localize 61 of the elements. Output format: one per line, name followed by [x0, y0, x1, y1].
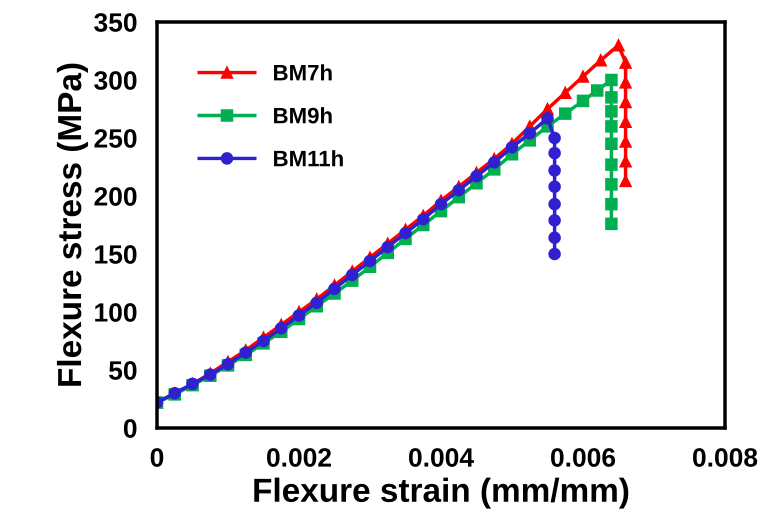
- x-tick-label: 0.002: [267, 448, 331, 467]
- point: [452, 184, 465, 196]
- point: [559, 107, 572, 120]
- point: [399, 226, 412, 240]
- point: [240, 346, 252, 359]
- point: [310, 296, 323, 309]
- y-tick-label: 300: [94, 71, 136, 90]
- point: [292, 309, 306, 322]
- y-axis-title: Flexure stress (MPa): [56, 64, 88, 386]
- point: [548, 232, 561, 244]
- point: [524, 127, 536, 140]
- point: [605, 198, 618, 210]
- point: [506, 141, 518, 154]
- point: [576, 70, 590, 83]
- point: [548, 180, 561, 193]
- point: [346, 268, 358, 282]
- point: [594, 54, 607, 67]
- point: [275, 322, 288, 334]
- point: [619, 56, 632, 69]
- legend-label: BM7h: [274, 64, 332, 80]
- point: [605, 120, 618, 133]
- point: [605, 158, 618, 171]
- x-axis-title: Flexure strain (mm/mm): [254, 478, 628, 509]
- x-tick-label: 0.004: [409, 448, 474, 467]
- legend-label: BM9h: [274, 107, 332, 124]
- y-tick-label: 150: [95, 245, 136, 264]
- point: [548, 146, 561, 160]
- legend-label: BM11h: [274, 150, 343, 166]
- x-tick-label: 0.008: [693, 448, 758, 467]
- y-tick-label: 250: [94, 129, 136, 148]
- point: [605, 91, 618, 104]
- point: [541, 112, 554, 125]
- point: [434, 198, 448, 210]
- point: [548, 214, 561, 227]
- point: [548, 164, 561, 177]
- point: [605, 218, 618, 230]
- point: [559, 86, 572, 100]
- point: [590, 84, 604, 97]
- point: [605, 138, 618, 150]
- point: [548, 198, 561, 210]
- point: [576, 94, 590, 108]
- point: [605, 105, 618, 118]
- point: [612, 38, 625, 52]
- point: [328, 282, 341, 296]
- point: [548, 248, 561, 260]
- point: [257, 334, 270, 348]
- y-tick-label: 350: [94, 13, 136, 32]
- point: [488, 156, 500, 169]
- point: [548, 132, 561, 144]
- point: [605, 178, 618, 191]
- y-tick-label: 200: [94, 187, 136, 206]
- point: [417, 212, 430, 226]
- y-tick-label: 0: [124, 419, 136, 438]
- point: [470, 170, 483, 183]
- y-tick-label: 100: [95, 303, 136, 322]
- x-tick-label: 0: [150, 448, 164, 467]
- point: [364, 254, 376, 268]
- y-tick-label: 50: [109, 361, 136, 380]
- point: [382, 240, 394, 254]
- x-tick-label: 0.006: [551, 448, 616, 467]
- point: [605, 74, 618, 86]
